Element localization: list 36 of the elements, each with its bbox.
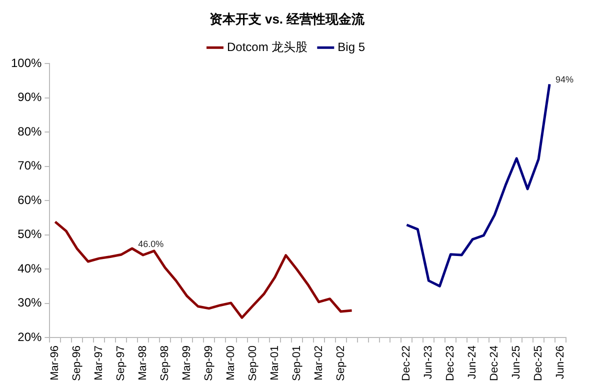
y-tick-label: 50% — [18, 227, 42, 242]
y-tick-label: 40% — [18, 261, 42, 276]
x-tick-label: Mar-99 — [181, 346, 194, 380]
data-label: 94% — [556, 74, 574, 85]
x-tick-label: Jun-25 — [510, 346, 523, 380]
x-tick-label: Mar-97 — [93, 346, 106, 380]
x-tick-label: Sep-99 — [203, 346, 216, 382]
x-tick-label: Jun-23 — [422, 346, 435, 380]
x-tick-label: Dec-23 — [444, 346, 457, 381]
x-tick-label: Jun-24 — [466, 346, 479, 380]
x-tick-label: Sep-02 — [334, 346, 347, 382]
x-tick-label: Mar-00 — [224, 346, 237, 380]
x-tick-label: Sep-98 — [159, 346, 172, 382]
x-tick-label: Sep-97 — [115, 346, 128, 382]
x-tick-label: Dec-22 — [400, 346, 413, 381]
x-tick-label: Sep-96 — [71, 346, 84, 382]
y-tick-label: 80% — [18, 124, 42, 138]
y-tick-label: 60% — [18, 192, 42, 207]
y-tick-label: 30% — [18, 296, 42, 310]
y-tick-label: 20% — [18, 330, 42, 344]
y-tick-label: 100% — [10, 56, 42, 70]
x-tick-label: Mar-98 — [137, 346, 150, 380]
chart-title: 资本开支 vs. 经营性现金流 — [209, 11, 366, 26]
x-tick-label: Mar-01 — [268, 346, 281, 380]
x-tick-label: Sep-00 — [246, 346, 259, 382]
legend-label: Big 5 — [338, 40, 366, 54]
x-tick-label: Dec-25 — [532, 346, 545, 381]
x-tick-label: Mar-02 — [312, 346, 325, 380]
x-tick-label: Jun-26 — [554, 346, 567, 380]
y-tick-label: 70% — [18, 158, 42, 173]
legend-label: Dotcom 龙头股 — [226, 40, 308, 54]
y-tick-label: 90% — [18, 90, 42, 104]
data-label: 46.0% — [138, 238, 164, 249]
x-tick-label: Mar-96 — [49, 346, 62, 380]
x-tick-label: Sep-01 — [290, 346, 303, 382]
x-tick-label: Dec-24 — [488, 346, 501, 381]
